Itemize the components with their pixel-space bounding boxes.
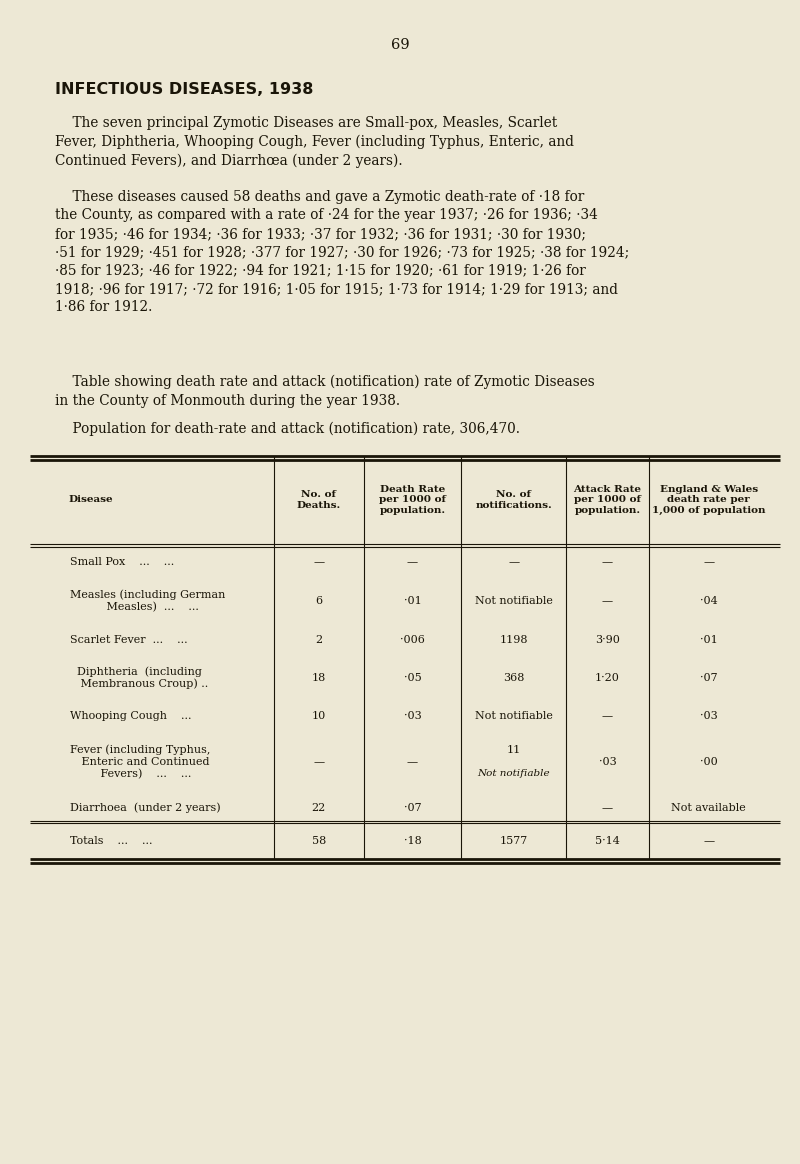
Text: ·03: ·03 bbox=[404, 711, 422, 721]
Text: Totals    ...    ...: Totals ... ... bbox=[70, 836, 153, 846]
Text: ·03: ·03 bbox=[700, 711, 718, 721]
Text: —: — bbox=[703, 836, 714, 846]
Text: Table showing death rate and attack (notification) rate of Zymotic Diseases
in t: Table showing death rate and attack (not… bbox=[55, 375, 594, 407]
Text: 18: 18 bbox=[312, 673, 326, 683]
Text: 3·90: 3·90 bbox=[595, 636, 620, 645]
Text: ·01: ·01 bbox=[700, 636, 718, 645]
Text: Attack Rate
per 1000 of
population.: Attack Rate per 1000 of population. bbox=[574, 485, 642, 514]
Text: 58: 58 bbox=[312, 836, 326, 846]
Text: 368: 368 bbox=[503, 673, 525, 683]
Text: Disease: Disease bbox=[68, 496, 113, 504]
Text: —: — bbox=[407, 558, 418, 567]
Text: These diseases caused 58 deaths and gave a Zymotic death-rate of ·18 for
the Cou: These diseases caused 58 deaths and gave… bbox=[55, 190, 630, 314]
Text: Diphtheria  (including
   Membranous Croup) ..: Diphtheria (including Membranous Croup) … bbox=[70, 667, 208, 689]
Text: Not available: Not available bbox=[671, 803, 746, 812]
Text: ·03: ·03 bbox=[598, 757, 616, 767]
Text: Whooping Cough    ...: Whooping Cough ... bbox=[70, 711, 191, 721]
Text: —: — bbox=[313, 757, 324, 767]
Text: 1·20: 1·20 bbox=[595, 673, 620, 683]
Text: —: — bbox=[508, 558, 519, 567]
Text: 1577: 1577 bbox=[500, 836, 528, 846]
Text: 69: 69 bbox=[390, 38, 410, 52]
Text: 10: 10 bbox=[312, 711, 326, 721]
Text: ·01: ·01 bbox=[404, 596, 422, 606]
Text: Death Rate
per 1000 of
population.: Death Rate per 1000 of population. bbox=[379, 485, 446, 514]
Text: —: — bbox=[703, 558, 714, 567]
Text: ·18: ·18 bbox=[404, 836, 422, 846]
Text: —: — bbox=[313, 558, 324, 567]
Text: Diarrhoea  (under 2 years): Diarrhoea (under 2 years) bbox=[70, 803, 221, 814]
Text: ·00: ·00 bbox=[700, 757, 718, 767]
Text: Not notifiable: Not notifiable bbox=[475, 711, 553, 721]
Text: ·05: ·05 bbox=[404, 673, 422, 683]
Text: —: — bbox=[602, 596, 613, 606]
Text: —: — bbox=[602, 558, 613, 567]
Text: 11: 11 bbox=[506, 745, 521, 755]
Text: Small Pox    ...    ...: Small Pox ... ... bbox=[70, 558, 174, 567]
Text: 6: 6 bbox=[315, 596, 322, 606]
Text: No. of
notifications.: No. of notifications. bbox=[475, 490, 552, 510]
Text: No. of
Deaths.: No. of Deaths. bbox=[297, 490, 341, 510]
Text: INFECTIOUS DISEASES, 1938: INFECTIOUS DISEASES, 1938 bbox=[55, 81, 314, 97]
Text: England & Wales
death rate per
1,000 of population: England & Wales death rate per 1,000 of … bbox=[652, 485, 766, 514]
Text: —: — bbox=[602, 803, 613, 812]
Text: ·07: ·07 bbox=[404, 803, 422, 812]
Text: Not notifiable: Not notifiable bbox=[478, 769, 550, 779]
Text: —: — bbox=[602, 711, 613, 721]
Text: The seven principal Zymotic Diseases are Small-pox, Measles, Scarlet
Fever, Diph: The seven principal Zymotic Diseases are… bbox=[55, 116, 574, 168]
Text: Population for death-rate and attack (notification) rate, 306,470.: Population for death-rate and attack (no… bbox=[55, 423, 520, 436]
Text: —: — bbox=[407, 757, 418, 767]
Text: Not notifiable: Not notifiable bbox=[475, 596, 553, 606]
Text: 2: 2 bbox=[315, 636, 322, 645]
Text: ·04: ·04 bbox=[700, 596, 718, 606]
Text: Fever (including Typhus,
   Enteric and Continued
   Fevers)    ...    ...: Fever (including Typhus, Enteric and Con… bbox=[70, 745, 210, 779]
Text: 22: 22 bbox=[312, 803, 326, 812]
Text: Measles (including German
   Measles)  ...    ...: Measles (including German Measles) ... .… bbox=[70, 590, 226, 612]
Text: 5·14: 5·14 bbox=[595, 836, 620, 846]
Text: Scarlet Fever  ...    ...: Scarlet Fever ... ... bbox=[70, 636, 188, 645]
Text: ·006: ·006 bbox=[400, 636, 425, 645]
Text: ·07: ·07 bbox=[700, 673, 718, 683]
Text: 1198: 1198 bbox=[499, 636, 528, 645]
